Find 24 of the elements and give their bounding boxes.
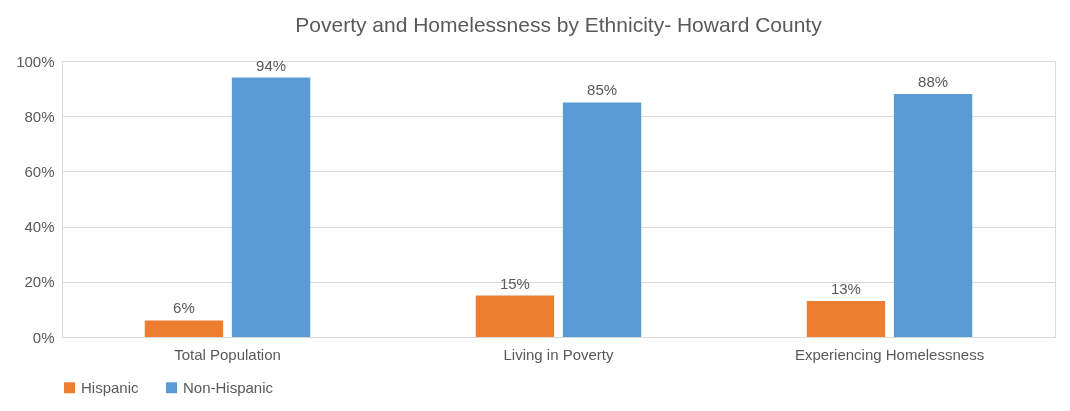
data-label: 94% xyxy=(256,56,287,74)
x-tick-label: Living in Poverty xyxy=(503,345,615,363)
legend-label: Hispanic xyxy=(81,378,140,396)
data-label: 13% xyxy=(830,280,861,298)
bar xyxy=(144,320,224,337)
bar xyxy=(475,295,555,337)
y-tick-label: 100% xyxy=(16,52,55,70)
data-label: 85% xyxy=(587,81,618,99)
bar xyxy=(231,77,311,337)
y-tick-label: 40% xyxy=(24,218,55,236)
bar xyxy=(562,102,642,337)
y-tick-label: 60% xyxy=(24,162,55,180)
data-label: 15% xyxy=(499,274,530,292)
chart-title: Poverty and Homelessness by Ethnicity- Howard County xyxy=(295,13,823,36)
x-tick-label: Total Population xyxy=(174,345,281,363)
legend-label: Non-Hispanic xyxy=(183,378,274,396)
data-label: 88% xyxy=(918,73,949,91)
bar xyxy=(893,94,973,337)
bar xyxy=(806,301,886,337)
y-tick-label: 0% xyxy=(32,328,55,346)
data-label: 6% xyxy=(173,299,195,317)
y-tick-label: 80% xyxy=(24,107,55,125)
x-tick-label: Experiencing Homelessness xyxy=(794,345,985,363)
y-tick-label: 20% xyxy=(24,273,55,291)
